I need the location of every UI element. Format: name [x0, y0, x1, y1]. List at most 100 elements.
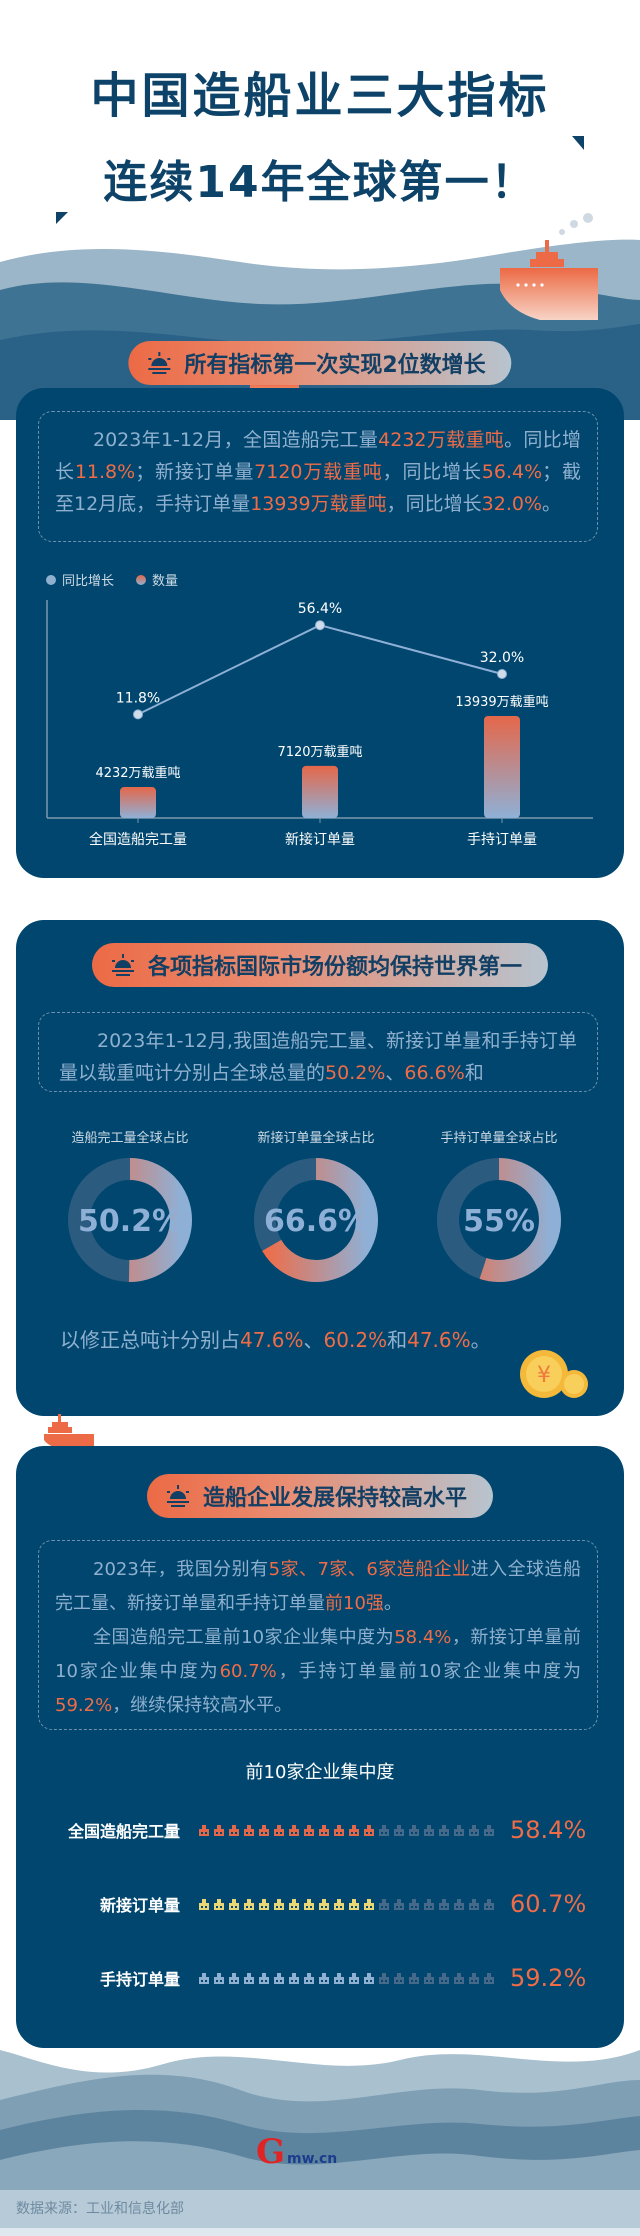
building-icon — [469, 1825, 479, 1836]
row-percentage: 60.7% — [510, 1890, 587, 1918]
building-icon — [379, 1973, 389, 1984]
building-icon — [274, 1899, 284, 1910]
highlight-text: 前10强 — [325, 1593, 384, 1614]
building-icon — [454, 1825, 464, 1836]
highlight-text: 4232万载重吨 — [378, 429, 505, 451]
x-tick-label: 全国造船完工量 — [89, 831, 187, 848]
text-segment: 。同比增长 — [55, 429, 581, 483]
building-icon — [289, 1825, 299, 1836]
growth-point-0 — [133, 709, 143, 720]
donut-value: 50.2% — [78, 1204, 182, 1239]
donut-label: 造船完工量全球占比 — [71, 1130, 188, 1146]
row-percentage: 58.4% — [510, 1816, 587, 1844]
building-icon — [229, 1973, 239, 1984]
highlight-text: 50.2% — [325, 1062, 386, 1084]
donut-label: 新接订单量全球占比 — [257, 1130, 374, 1146]
building-icon — [274, 1825, 284, 1836]
text-segment: 、 — [303, 1328, 324, 1352]
bar-1 — [302, 765, 338, 818]
data-source: 数据来源：工业和信息化部 — [16, 2201, 184, 2217]
bar-label: 4232万载重吨 — [95, 765, 180, 781]
highlight-text: 59.2% — [55, 1695, 113, 1716]
building-icon — [334, 1973, 344, 1984]
building-icon — [484, 1899, 494, 1910]
page-subtitle: 连续14年全球第一！ — [103, 157, 537, 208]
sunrise-icon — [166, 1485, 189, 1507]
highlight-text: 56.4% — [481, 461, 543, 483]
text-segment: 和 — [464, 1062, 484, 1084]
highlight-text: 60.2% — [323, 1328, 388, 1352]
section2-heading: 各项指标国际市场份额均保持世界第一 — [91, 943, 549, 987]
building-icon — [304, 1973, 314, 1984]
building-icon — [364, 1899, 374, 1910]
text-segment: 、 — [385, 1062, 405, 1084]
text-segment: ；新接订单量 — [135, 461, 255, 483]
building-icon — [394, 1825, 404, 1836]
building-icon — [229, 1825, 239, 1836]
coin-symbol: ¥ — [537, 1363, 551, 1388]
building-icon — [454, 1973, 464, 1984]
logo-g: G — [256, 2132, 286, 2172]
share-donuts: 造船完工量全球占比 50.2% 新接订单量全球占比 66.6% 手持订单量全球占比 55% — [68, 1130, 561, 1282]
growth-line — [137, 624, 503, 716]
section-heading-text: 造船企业发展保持较高水平 — [202, 1486, 468, 1511]
highlight-text: 32.0% — [481, 493, 543, 515]
donut-fill-0 — [68, 1158, 192, 1282]
text-segment: 以修正总吨计分别占 — [60, 1328, 240, 1352]
building-icon — [259, 1899, 269, 1910]
building-icon — [484, 1825, 494, 1836]
bar-label: 7120万载重吨 — [277, 744, 362, 760]
chart-legend: 同比增长 数量 — [46, 570, 178, 589]
building-icon — [319, 1825, 329, 1836]
corner-mark — [572, 136, 584, 150]
sunrise-icon — [111, 954, 134, 976]
building-icon — [214, 1973, 224, 1984]
building-icon — [424, 1973, 434, 1984]
row-label: 新接订单量 — [99, 1896, 180, 1915]
logo-domain: mw.cn — [287, 2151, 338, 2167]
building-icon — [394, 1899, 404, 1910]
row-label: 全国造船完工量 — [67, 1822, 180, 1841]
building-icon-bar — [198, 1898, 500, 1910]
building-icon — [334, 1899, 344, 1910]
text-segment: 进入全球造船完工量、新接订单量和手持订单量 — [55, 1559, 582, 1614]
section2-footer: 以修正总吨计分别占47.6%、60.2%和47.6%。 — [60, 1324, 491, 1353]
concentration-row: 手持订单量 59.2% — [30, 1963, 610, 1993]
concentration-row: 全国造船完工量 58.4% — [30, 1815, 610, 1845]
section-heading-text: 各项指标国际市场份额均保持世界第一 — [147, 955, 523, 980]
building-icon-bar — [198, 1824, 500, 1836]
section3-paragraphs: 2023年，我国分别有5家、7家、6家造船企业进入全球造船完工量、新接订单量和手… — [38, 1540, 598, 1730]
building-icon — [319, 1899, 329, 1910]
building-icon — [274, 1973, 284, 1984]
building-icon — [439, 1973, 449, 1984]
section1-paragraph: 2023年1-12月，全国造船完工量4232万载重吨。同比增长11.8%；新接订… — [38, 411, 598, 542]
paragraph: 全国造船完工量前10家企业集中度为58.4%，新接订单量前10家企业集中度为60… — [55, 1621, 581, 1723]
building-icon — [289, 1973, 299, 1984]
highlight-text: 58.4% — [394, 1627, 452, 1648]
building-icon — [349, 1973, 359, 1984]
text-segment: 2023年1-12月,我国造船完工量、新接订单量和手持订单量以载重吨计分别占全球… — [59, 1030, 577, 1084]
building-icon — [229, 1899, 239, 1910]
building-icon — [244, 1899, 254, 1910]
highlight-text: 47.6% — [240, 1328, 304, 1352]
text-segment: 2023年1-12月，全国造船完工量 — [93, 429, 379, 451]
coins-icon: ¥ — [520, 1350, 588, 1398]
concentration-rows: 全国造船完工量 58.4% 新接订单量 60.7% 手持订单量 59.2% — [30, 1815, 610, 2037]
building-icon — [244, 1825, 254, 1836]
text-segment: 。 — [383, 1593, 402, 1614]
concentration-subtitle: 前10家企业集中度 — [245, 1762, 395, 1783]
row-percentage: 59.2% — [510, 1964, 587, 1992]
legend-item-growth: 同比增长 — [46, 570, 114, 589]
section3-heading: 造船企业发展保持较高水平 — [146, 1474, 494, 1518]
text-segment: ，同比增长 — [382, 461, 482, 483]
page-title: 中国造船业三大指标 — [90, 68, 550, 124]
building-icon — [349, 1899, 359, 1910]
building-icon — [304, 1899, 314, 1910]
ship-icon — [500, 213, 598, 320]
text-segment: 。 — [542, 493, 562, 515]
building-icon — [409, 1825, 419, 1836]
text-segment: 和 — [387, 1328, 408, 1352]
building-icon — [484, 1973, 494, 1984]
donut-value: 66.6% — [264, 1204, 368, 1239]
highlight-text: 7120万载重吨 — [254, 461, 383, 483]
